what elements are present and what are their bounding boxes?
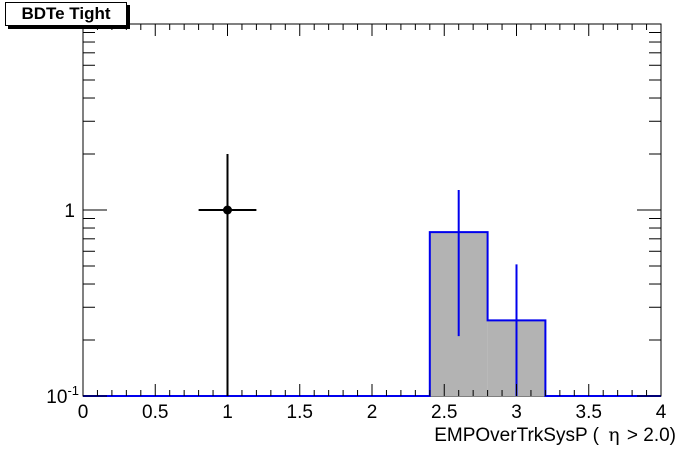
x-axis-variable: EMPOverTrkSysP <box>434 425 588 446</box>
x-tick-label: 1.5 <box>287 402 313 423</box>
x-axis-label: EMPOverTrkSysP ( η > 2.0) <box>434 424 676 447</box>
x-tick-label: 0 <box>78 402 89 423</box>
x-tick-label: 2 <box>367 402 378 423</box>
x-tick-label: 1 <box>222 402 233 423</box>
x-axis-cut: > 2.0) <box>626 425 676 446</box>
chart-title: BDTe Tight <box>5 2 127 26</box>
plot-frame <box>82 23 662 397</box>
x-tick-label: 4 <box>656 402 667 423</box>
x-axis-eta-symbol: η <box>608 424 620 446</box>
y-tick-label: 10-1 <box>46 383 79 408</box>
x-tick-label: 3.5 <box>576 402 602 423</box>
x-tick-label: 3 <box>511 402 522 423</box>
y-tick-label: 1 <box>64 201 75 222</box>
data-point-1 <box>223 205 232 215</box>
x-axis-open-paren: ( <box>592 425 599 446</box>
y-tick-label-base: 10 <box>46 387 67 408</box>
histogram-outline <box>83 231 661 397</box>
x-tick-label: 2.5 <box>431 402 457 423</box>
y-tick-label-exponent: -1 <box>67 383 79 398</box>
x-tick-label: 0.5 <box>142 402 168 423</box>
